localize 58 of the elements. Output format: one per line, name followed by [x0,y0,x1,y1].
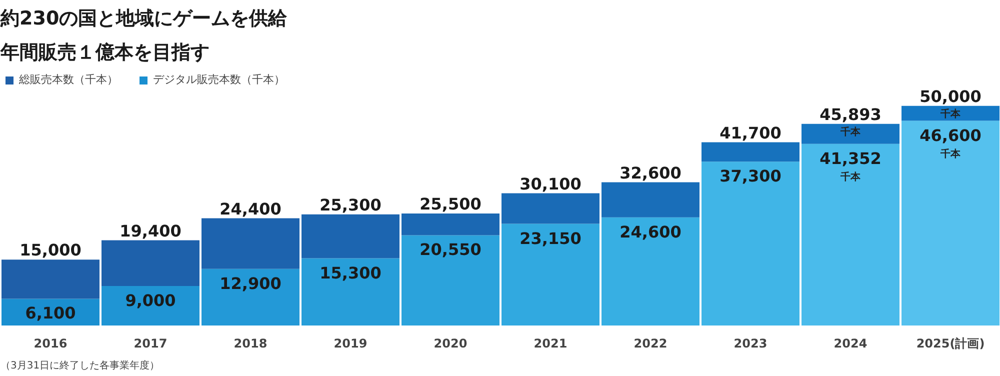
legend-label: 総販売本数（千本） [19,72,118,87]
total-label: 19,400 [120,221,182,240]
chart-subtitle: 年間販売１億本を目指す [0,42,210,64]
legend-label: デジタル販売本数（千本） [153,72,285,87]
annotation: 千本 [840,126,862,138]
data-label: 9,000 [125,290,176,310]
total-label: 25,500 [420,194,482,214]
text: （3月31日に終了した各事業年度） [0,360,160,372]
bar [802,144,900,326]
total-label: 30,100 [520,174,582,194]
chart-title: 約230の国と地域にゲームを供給 [0,8,288,30]
bar [502,193,600,224]
x-tick-label: 2019 [334,336,368,350]
bar [2,260,100,299]
annotation: 千本 [840,170,862,183]
bar [402,213,500,236]
bar [102,240,200,286]
bar [902,120,1000,326]
x-tick-label: 2020 [434,336,468,350]
bar [102,286,200,326]
data-label: 6,100 [25,304,76,323]
x-tick-label: 2018 [234,336,268,350]
bar [702,142,800,162]
bar [202,218,300,269]
x-tick-label: 2023 [734,336,768,350]
annotation: 千本 [940,148,962,160]
total-label: 25,300 [320,195,382,214]
data-label: 37,300 [720,166,782,186]
bar [202,268,300,326]
total-label: 45,893 [820,104,882,124]
total-label: 24,400 [220,199,282,218]
bar [702,162,800,326]
bar [302,214,400,258]
data-label: 20,550 [420,240,482,260]
x-tick-label: 2022 [634,336,668,350]
data-label: 46,600 [920,126,982,145]
x-tick-label: 2024 [834,336,868,350]
bar [502,224,600,326]
x-tick-label: 2025(計画) [916,336,985,350]
bar [802,124,900,144]
total-label: 15,000 [20,240,82,260]
data-label: 23,150 [520,228,582,248]
data-label: 15,300 [320,263,382,282]
bar [602,182,700,218]
data-label: 24,600 [620,222,682,242]
bar [402,235,500,326]
x-tick-label: 2016 [34,336,68,350]
total-label: 32,600 [620,163,682,182]
bar [602,217,700,326]
bar [302,258,400,326]
x-tick-label: 2017 [134,336,168,350]
data-label: 12,900 [220,274,282,293]
total-label: 41,700 [720,123,782,142]
bar [902,106,1000,121]
annotation: 千本 [940,108,962,120]
x-tick-label: 2021 [534,336,568,350]
data-label: 41,352 [820,148,882,168]
total-label: 50,000 [920,86,982,106]
